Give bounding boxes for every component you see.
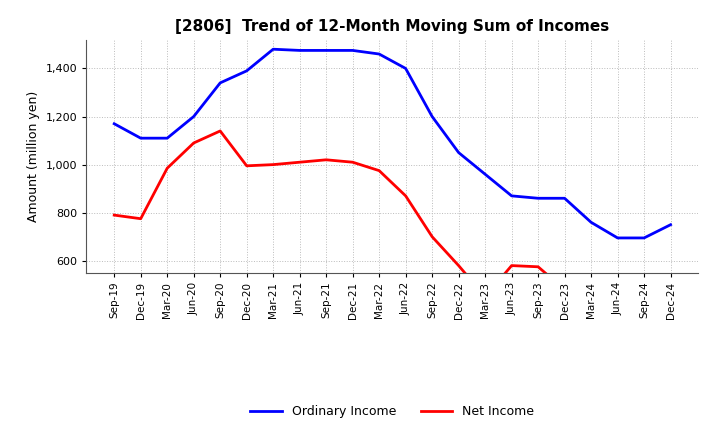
- Net Income: [110, 213, 119, 218]
- Ordinary Income: [295, 48, 304, 53]
- Ordinary Income: [481, 172, 490, 177]
- Y-axis label: Amount (million yen): Amount (million yen): [27, 91, 40, 222]
- Net Income: [348, 160, 357, 165]
- Net Income: [508, 263, 516, 268]
- Line: Ordinary Income: Ordinary Income: [114, 49, 670, 238]
- Net Income: [136, 216, 145, 221]
- Ordinary Income: [640, 235, 649, 241]
- Net Income: [454, 263, 463, 268]
- Net Income: [481, 294, 490, 300]
- Ordinary Income: [348, 48, 357, 53]
- Net Income: [613, 295, 622, 301]
- Ordinary Income: [189, 114, 198, 119]
- Net Income: [269, 162, 277, 167]
- Net Income: [534, 264, 542, 269]
- Ordinary Income: [375, 51, 384, 57]
- Ordinary Income: [454, 150, 463, 155]
- Ordinary Income: [110, 121, 119, 126]
- Ordinary Income: [560, 196, 569, 201]
- Ordinary Income: [587, 220, 595, 225]
- Ordinary Income: [666, 222, 675, 227]
- Ordinary Income: [269, 47, 277, 52]
- Net Income: [216, 128, 225, 134]
- Ordinary Income: [216, 80, 225, 85]
- Net Income: [401, 193, 410, 198]
- Ordinary Income: [322, 48, 330, 53]
- Net Income: [375, 168, 384, 173]
- Ordinary Income: [534, 196, 542, 201]
- Net Income: [587, 294, 595, 300]
- Net Income: [189, 140, 198, 146]
- Ordinary Income: [508, 193, 516, 198]
- Title: [2806]  Trend of 12-Month Moving Sum of Incomes: [2806] Trend of 12-Month Moving Sum of I…: [175, 19, 610, 34]
- Ordinary Income: [428, 114, 436, 119]
- Net Income: [322, 157, 330, 162]
- Net Income: [295, 160, 304, 165]
- Ordinary Income: [613, 235, 622, 241]
- Ordinary Income: [243, 68, 251, 73]
- Ordinary Income: [163, 136, 171, 141]
- Ordinary Income: [136, 136, 145, 141]
- Legend: Ordinary Income, Net Income: Ordinary Income, Net Income: [246, 400, 539, 423]
- Net Income: [243, 163, 251, 169]
- Net Income: [428, 234, 436, 239]
- Net Income: [163, 165, 171, 171]
- Net Income: [640, 294, 649, 300]
- Net Income: [666, 280, 675, 285]
- Net Income: [560, 287, 569, 292]
- Ordinary Income: [401, 66, 410, 71]
- Line: Net Income: Net Income: [114, 131, 670, 298]
